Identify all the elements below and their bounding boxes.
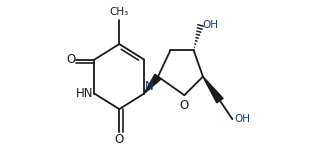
Text: O: O: [115, 133, 124, 146]
Text: OH: OH: [234, 114, 250, 124]
Text: N: N: [145, 80, 154, 93]
Polygon shape: [144, 74, 161, 94]
Polygon shape: [203, 77, 223, 103]
Text: CH₃: CH₃: [110, 7, 129, 17]
Text: O: O: [179, 99, 188, 112]
Text: O: O: [66, 53, 75, 66]
Text: HN: HN: [76, 87, 93, 100]
Text: OH: OH: [202, 20, 218, 30]
